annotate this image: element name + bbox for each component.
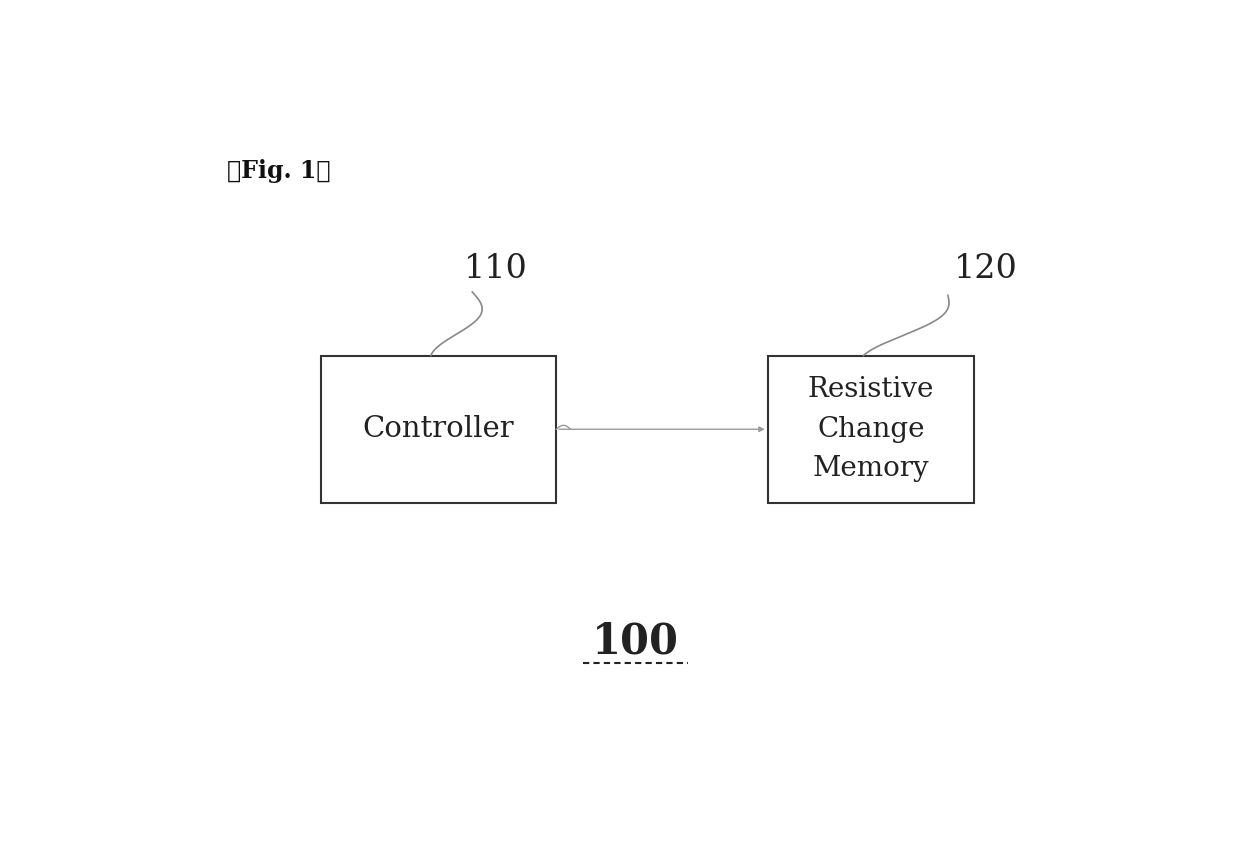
Text: Controller: Controller xyxy=(362,416,515,443)
Text: 100: 100 xyxy=(591,621,680,663)
Text: 120: 120 xyxy=(955,253,1018,285)
Text: 110: 110 xyxy=(464,253,528,285)
Text: 【Fig. 1】: 【Fig. 1】 xyxy=(227,159,331,183)
Text: Resistive
Change
Memory: Resistive Change Memory xyxy=(807,377,934,482)
Bar xyxy=(321,355,557,503)
Bar xyxy=(768,355,975,503)
